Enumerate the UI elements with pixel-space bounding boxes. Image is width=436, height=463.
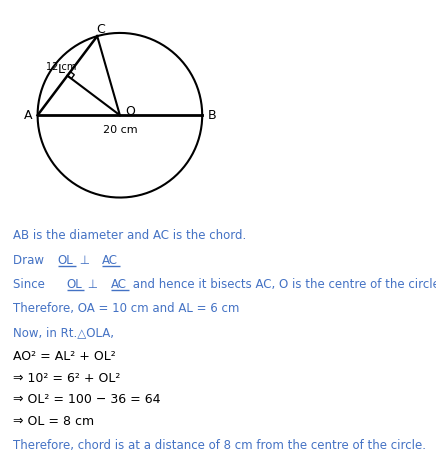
Text: ⊥: ⊥ [75, 254, 93, 267]
Text: Since: Since [13, 278, 49, 291]
Text: ⇒ 10² = 6² + OL²: ⇒ 10² = 6² + OL² [13, 371, 120, 384]
Text: AC: AC [111, 278, 127, 291]
Text: OL: OL [67, 278, 82, 291]
Text: Therefore, chord is at a distance of 8 cm from the centre of the circle.: Therefore, chord is at a distance of 8 c… [13, 439, 426, 452]
Text: AC: AC [102, 254, 118, 267]
Text: ⊥: ⊥ [85, 278, 102, 291]
Text: O: O [125, 105, 135, 118]
Text: 20 cm: 20 cm [102, 125, 137, 135]
Text: Now, in Rt.△OLA,: Now, in Rt.△OLA, [13, 326, 114, 339]
Text: 12 cm: 12 cm [46, 63, 76, 72]
Text: A: A [24, 109, 32, 122]
Text: ⇒ OL = 8 cm: ⇒ OL = 8 cm [13, 415, 94, 428]
Text: B: B [208, 109, 216, 122]
Text: L: L [57, 63, 65, 76]
Text: C: C [96, 23, 105, 36]
Text: Therefore, OA = 10 cm and AL = 6 cm: Therefore, OA = 10 cm and AL = 6 cm [13, 302, 239, 315]
Text: OL: OL [58, 254, 73, 267]
Text: AB is the diameter and AC is the chord.: AB is the diameter and AC is the chord. [13, 230, 246, 243]
Text: Draw: Draw [13, 254, 48, 267]
Text: ⇒ OL² = 100 − 36 = 64: ⇒ OL² = 100 − 36 = 64 [13, 393, 160, 406]
Text: and hence it bisects AC, O is the centre of the circle.: and hence it bisects AC, O is the centre… [129, 278, 436, 291]
Text: AO² = AL² + OL²: AO² = AL² + OL² [13, 350, 116, 363]
